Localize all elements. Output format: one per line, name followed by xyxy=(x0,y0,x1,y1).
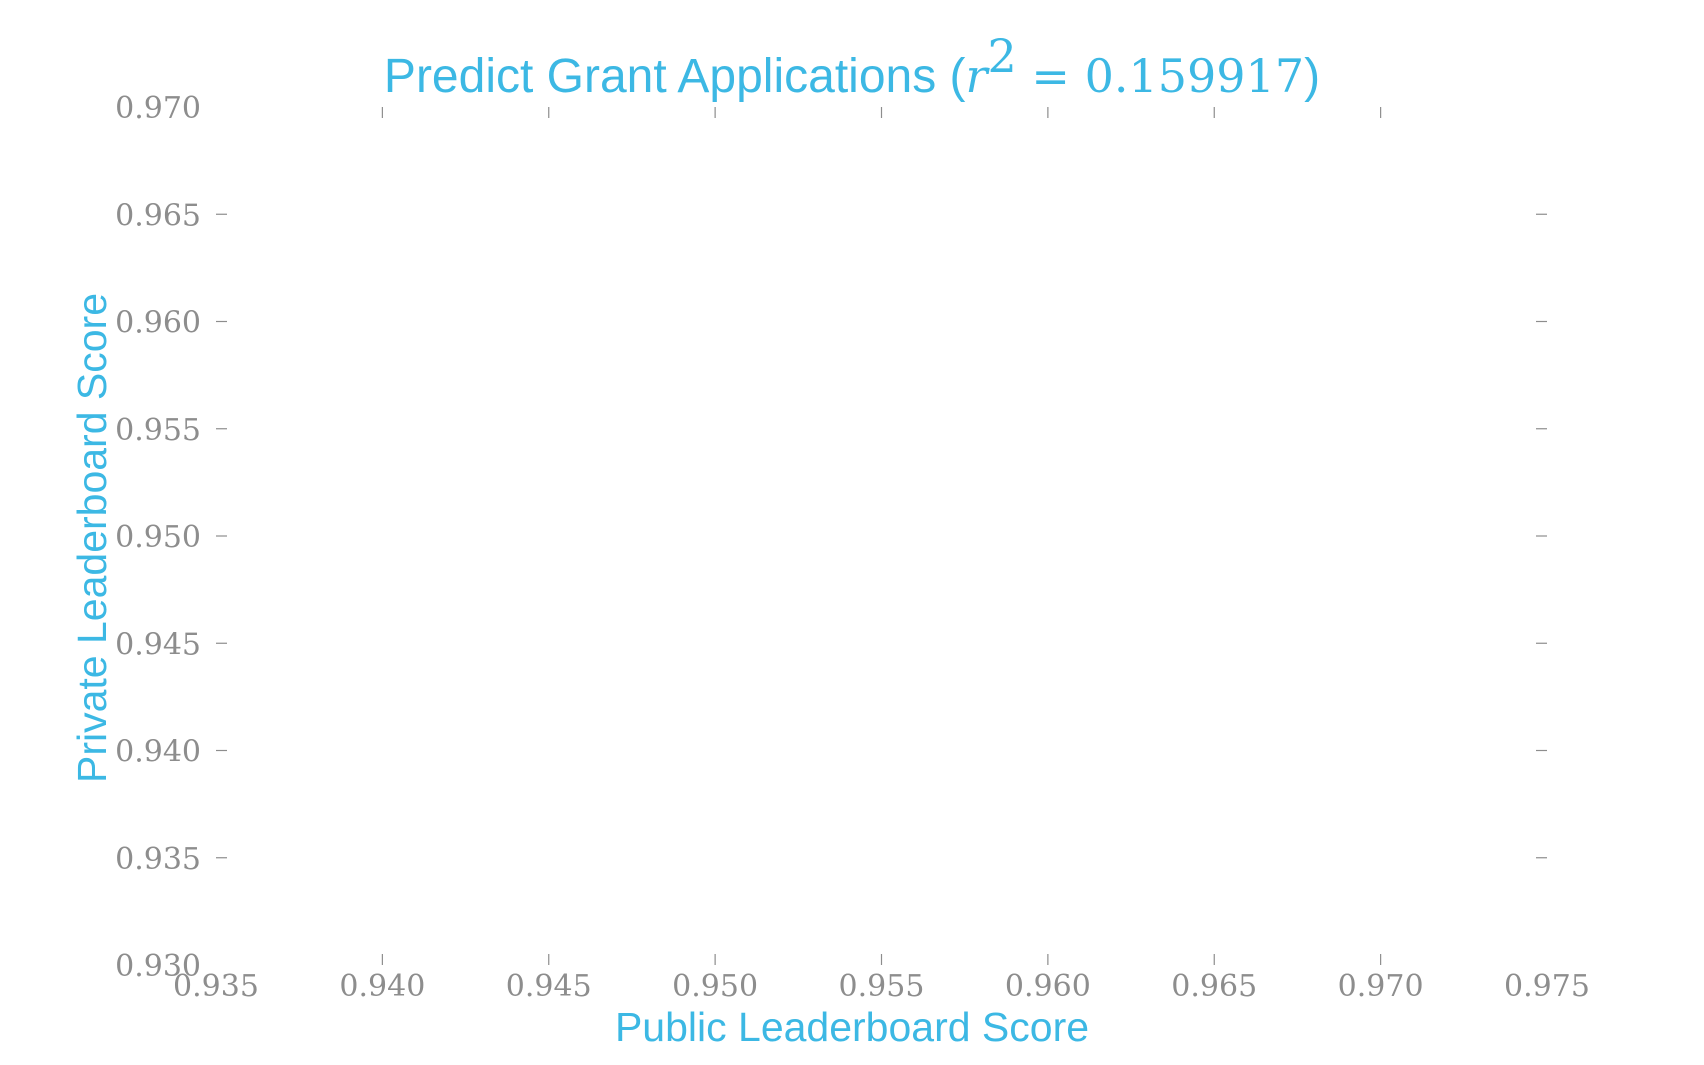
x-axis: 0.935 0.940 0.945 0.950 0.955 0.960 0.965 0.970… xyxy=(173,107,1590,1004)
x-tick-label: 0.945 xyxy=(506,969,592,1004)
y-tick-label: 0.935 xyxy=(115,842,201,877)
chart-title-close: ) xyxy=(1304,50,1320,103)
y-tick-label: 0.970 xyxy=(115,91,201,126)
y-axis: 0.930 0.935 0.940 0.945 0.950 0.955 0.960 0.965… xyxy=(115,91,1547,984)
y-tick-label: 0.950 xyxy=(115,520,201,555)
chart-title-variable: r xyxy=(966,49,991,103)
x-tick-label: 0.970 xyxy=(1338,969,1424,1004)
x-tick-label: 0.940 xyxy=(339,969,425,1004)
chart-title-value: = 0.159917 xyxy=(1017,49,1304,103)
chart-title-exponent: 2 xyxy=(988,29,1017,83)
y-axis-label: Private Leaderboard Score xyxy=(69,293,115,783)
x-tick-label: 0.975 xyxy=(1504,969,1590,1004)
x-tick-label: 0.960 xyxy=(1005,969,1091,1004)
y-tick-label: 0.930 xyxy=(115,949,201,984)
chart-title: Predict Grant Applications (r2 = 0.15991… xyxy=(384,29,1320,103)
x-axis-label: Public Leaderboard Score xyxy=(615,1004,1089,1050)
y-tick-label: 0.945 xyxy=(115,627,201,662)
y-tick-label: 0.955 xyxy=(115,413,201,448)
y-tick-label: 0.940 xyxy=(115,735,201,770)
y-tick-label: 0.965 xyxy=(115,198,201,233)
x-tick-label: 0.950 xyxy=(672,969,758,1004)
chart-title-text: Predict Grant Applications ( xyxy=(384,50,966,103)
y-tick-label: 0.960 xyxy=(115,306,201,341)
x-tick-label: 0.965 xyxy=(1171,969,1257,1004)
x-tick-label: 0.955 xyxy=(839,969,925,1004)
x-tick-label: 0.935 xyxy=(173,969,259,1004)
